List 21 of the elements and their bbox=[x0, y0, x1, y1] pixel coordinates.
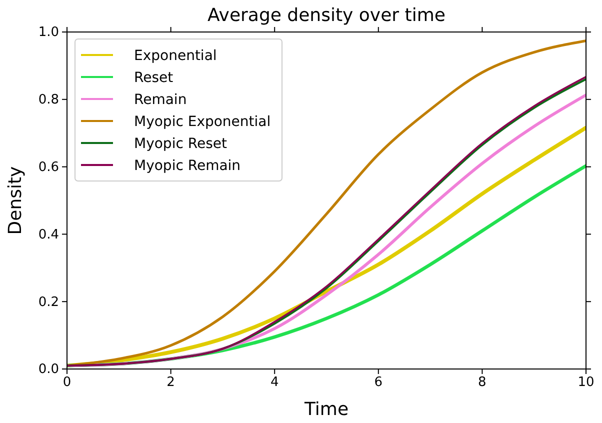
y-tick-label: 0.2 bbox=[38, 294, 59, 310]
x-tick-label: 2 bbox=[166, 375, 175, 390]
legend-label: Myopic Remain bbox=[134, 158, 241, 174]
y-axis-title: Density bbox=[5, 166, 26, 235]
x-tick-label: 8 bbox=[478, 375, 486, 390]
legend-label: Reset bbox=[134, 70, 174, 86]
x-tick-label: 4 bbox=[270, 375, 279, 390]
x-tick-label: 6 bbox=[374, 375, 383, 390]
legend-label: Exponential bbox=[134, 48, 217, 64]
x-tick-label: 10 bbox=[578, 375, 594, 390]
legend-label: Myopic Reset bbox=[134, 136, 228, 152]
y-tick-label: 1.0 bbox=[38, 25, 59, 40]
y-tick-label: 0.6 bbox=[38, 160, 59, 175]
x-tick-label: 0 bbox=[62, 375, 72, 390]
y-tick-label: 0.4 bbox=[38, 227, 59, 242]
x-axis-title: Time bbox=[303, 399, 349, 420]
y-tick-label: 0.8 bbox=[38, 92, 59, 108]
legend-label: Myopic Exponential bbox=[134, 114, 271, 130]
legend-label: Remain bbox=[134, 92, 187, 108]
chart-title: Average density over time bbox=[208, 5, 446, 26]
y-tick-label: 0.0 bbox=[38, 362, 59, 378]
